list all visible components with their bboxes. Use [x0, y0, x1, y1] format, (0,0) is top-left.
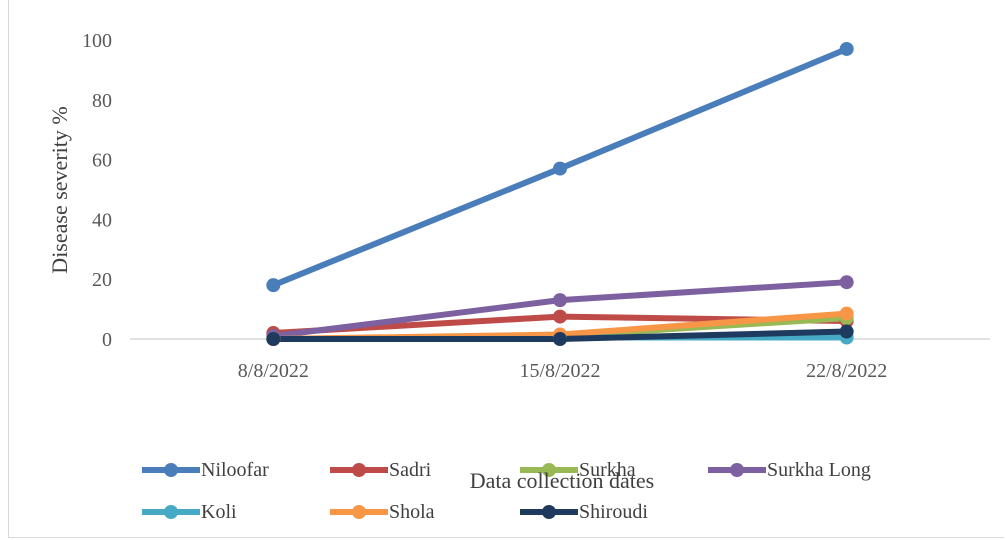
y-tick-label: 100 — [82, 30, 112, 52]
y-tick-label: 80 — [92, 90, 112, 112]
data-point — [553, 161, 567, 176]
legend-swatch-marker — [164, 505, 178, 519]
data-point — [553, 332, 567, 346]
legend-swatch-marker — [730, 463, 744, 477]
y-tick-label: 0 — [102, 329, 112, 351]
legend: Niloofar Sadri Surkha Surkha Long Koli Shola S… — [142, 459, 871, 523]
data-point — [839, 306, 854, 321]
data-point — [266, 332, 281, 346]
legend-swatch-marker — [164, 463, 178, 477]
legend-label: Shiroudi — [579, 501, 648, 523]
legend-swatch-marker — [352, 463, 366, 477]
data-point — [553, 309, 567, 324]
legend-label: Surkha — [579, 459, 636, 481]
data-point — [839, 275, 854, 290]
chart-frame — [8, 0, 1004, 538]
y-tick-label: 40 — [92, 209, 112, 231]
legend-label: Sadri — [389, 459, 432, 481]
y-axis-ticks: 0 20 40 60 80 100 — [82, 30, 112, 351]
legend-label: Shola — [389, 501, 435, 523]
legend-swatch-marker — [352, 505, 366, 519]
legend-swatch-marker — [542, 505, 556, 519]
legend-swatch-marker — [542, 463, 556, 477]
series-points — [266, 41, 854, 346]
x-tick-label: 15/8/2022 — [519, 360, 600, 382]
x-tick-label: 8/8/2022 — [238, 360, 309, 382]
x-tick-label: 22/8/2022 — [806, 360, 887, 382]
legend-label: Niloofar — [201, 459, 269, 481]
data-point — [839, 41, 854, 56]
data-point — [553, 293, 567, 308]
y-tick-label: 60 — [92, 150, 112, 172]
y-tick-label: 20 — [92, 269, 112, 291]
legend-label: Surkha Long — [767, 459, 871, 481]
y-axis-title: Disease severity % — [47, 106, 72, 273]
x-axis-ticks: 8/8/2022 15/8/2022 22/8/2022 — [238, 360, 887, 382]
legend-label: Koli — [201, 501, 237, 523]
data-point — [839, 324, 854, 339]
data-point — [266, 278, 281, 293]
x-axis-title: Data collection dates — [470, 468, 654, 493]
